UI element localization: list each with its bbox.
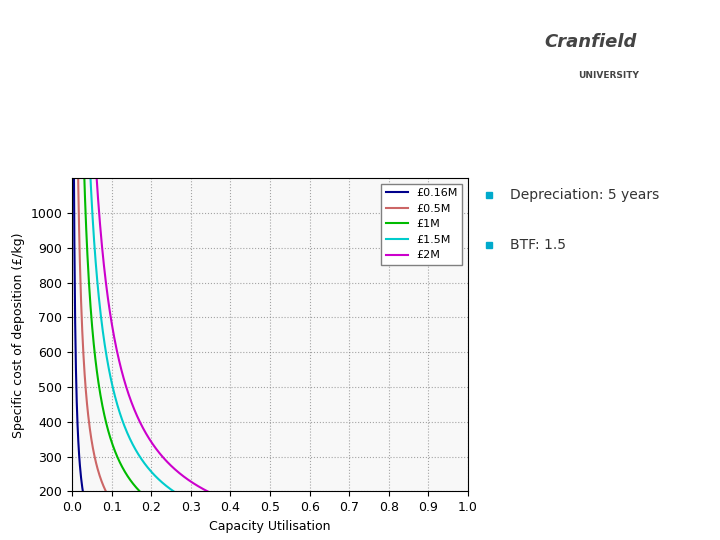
£2M — [377, 527, 385, 534]
£1.5M — [377, 535, 385, 540]
Y-axis label: Specific cost of deposition (£/kg): Specific cost of deposition (£/kg) — [12, 232, 25, 437]
£2M — [341, 523, 349, 530]
£2M — [229, 500, 238, 506]
Text: BTF: 1.5: BTF: 1.5 — [510, 238, 566, 252]
Line: £2M: £2M — [74, 0, 468, 537]
£1.5M — [229, 514, 238, 521]
£2M — [384, 528, 392, 535]
£1.5M — [110, 390, 119, 396]
£1.5M — [384, 535, 392, 540]
Text: UNIVERSITY: UNIVERSITY — [578, 71, 639, 80]
£0.16M — [70, 177, 78, 183]
Line: £0.16M: £0.16M — [74, 180, 468, 540]
£1M — [243, 531, 252, 537]
Line: £0.5M: £0.5M — [74, 0, 468, 540]
£2M — [243, 504, 252, 510]
£2M — [110, 334, 119, 341]
£1M — [229, 529, 238, 535]
£1.5M — [243, 517, 252, 524]
Text: Specific cost of deposition
f(deposition rate, utilisation): Specific cost of deposition f(deposition… — [14, 49, 379, 96]
Text: Depreciation: 5 years: Depreciation: 5 years — [510, 188, 660, 202]
X-axis label: Capacity Utilisation: Capacity Utilisation — [210, 519, 330, 532]
£0.5M — [110, 502, 119, 508]
Legend: £0.16M, £0.5M, £1M, £1.5M, £2M: £0.16M, £0.5M, £1M, £1.5M, £2M — [381, 184, 462, 265]
Polygon shape — [468, 0, 720, 151]
Line: £1M: £1M — [74, 0, 468, 540]
£2M — [464, 534, 472, 540]
Line: £1.5M: £1.5M — [74, 0, 468, 540]
£1.5M — [341, 532, 349, 538]
£1M — [110, 446, 119, 453]
Text: Cranfield: Cranfield — [544, 33, 636, 51]
